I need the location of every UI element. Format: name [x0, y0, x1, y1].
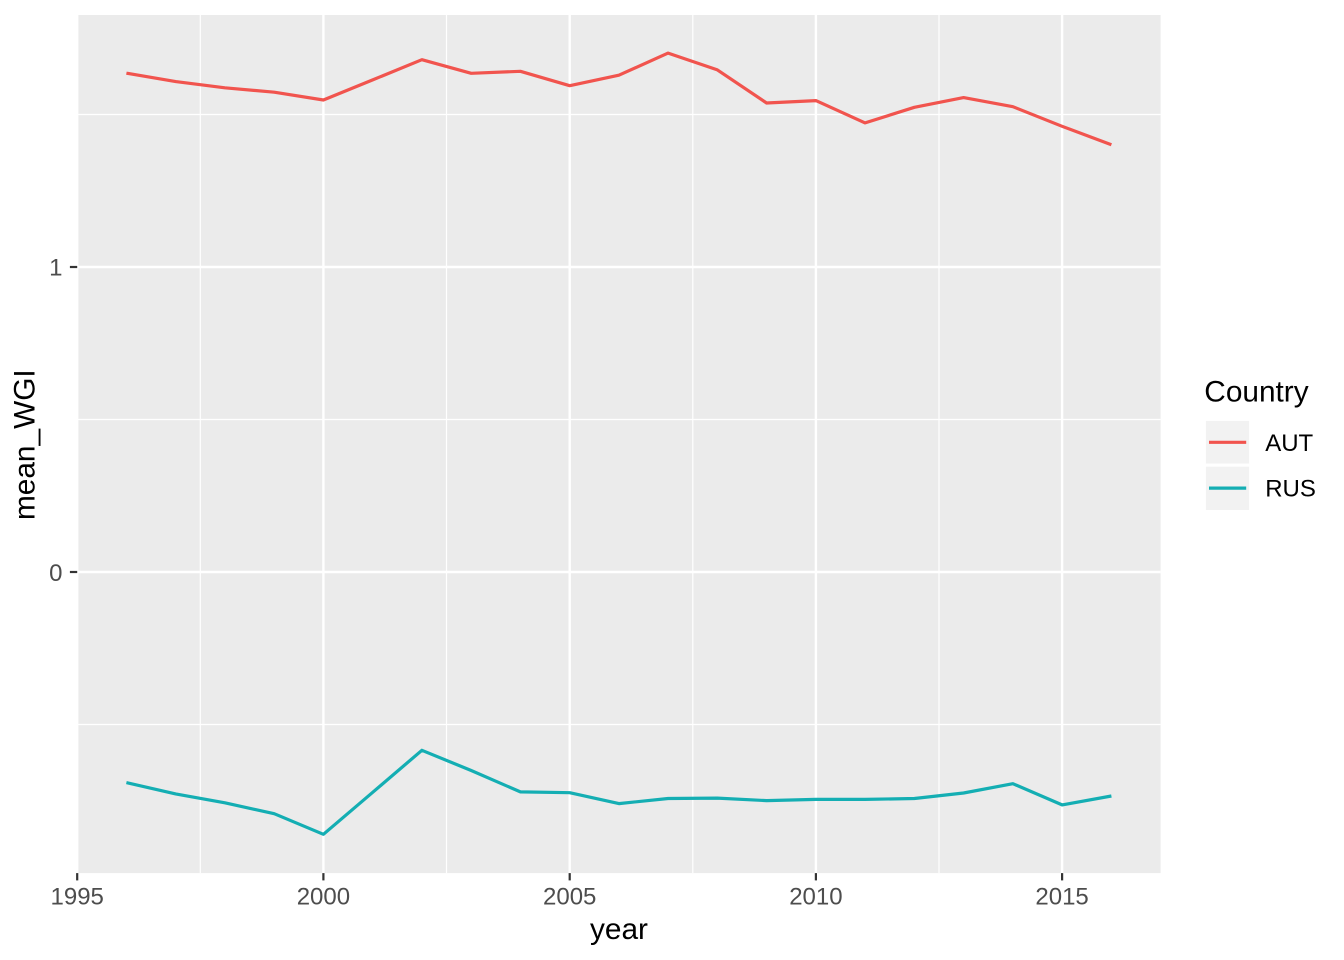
svg-text:1: 1	[49, 255, 62, 282]
svg-text:1995: 1995	[51, 884, 104, 911]
svg-text:Country: Country	[1204, 375, 1308, 408]
svg-text:mean_WGI: mean_WGI	[9, 369, 42, 520]
svg-text:2015: 2015	[1035, 884, 1088, 911]
svg-text:2000: 2000	[297, 884, 350, 911]
svg-text:AUT: AUT	[1265, 430, 1313, 457]
svg-text:year: year	[590, 913, 648, 946]
svg-text:RUS: RUS	[1265, 476, 1316, 503]
svg-text:2010: 2010	[789, 884, 842, 911]
svg-text:2005: 2005	[543, 884, 596, 911]
svg-text:0: 0	[49, 560, 62, 587]
